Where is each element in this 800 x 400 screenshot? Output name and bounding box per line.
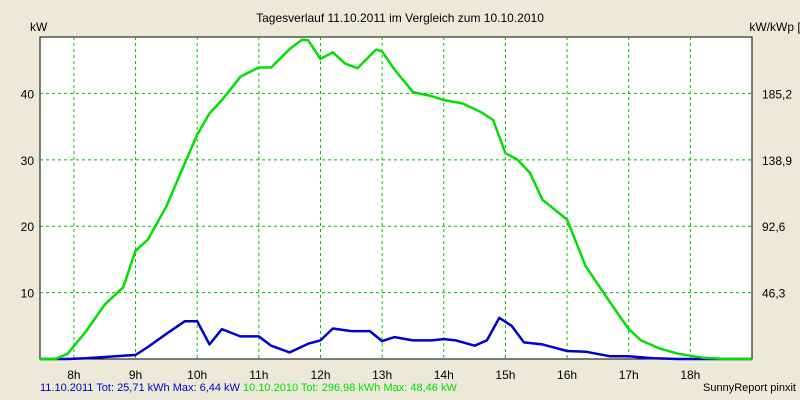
x-tick-label: 9h xyxy=(129,368,142,382)
x-tick-label: 8h xyxy=(67,368,80,382)
x-tick-label: 13h xyxy=(372,368,392,382)
credit: SunnyReport pinxit xyxy=(703,382,796,394)
x-tick-label: 12h xyxy=(310,368,330,382)
series-lines xyxy=(40,38,752,361)
x-tick-label: 10h xyxy=(187,368,207,382)
x-tick-label: 15h xyxy=(495,368,515,382)
legend-series-1: 11.10.2011 Tot: 25,71 kWh Max: 6,44 kW xyxy=(40,382,240,394)
series-line-1 xyxy=(40,316,752,361)
y-tick-label: 10 xyxy=(21,287,35,301)
x-tick-label: 17h xyxy=(619,368,639,382)
y-axis-label: kW xyxy=(30,20,48,34)
y-tick-label: 30 xyxy=(21,154,35,168)
legend: 11.10.2011 Tot: 25,71 kWh Max: 6,44 kW 1… xyxy=(40,382,457,394)
x-tick-label: 18h xyxy=(680,368,700,382)
x-tick-label: 11h xyxy=(249,368,268,382)
grid xyxy=(40,37,752,359)
y-tick-label: 40 xyxy=(21,87,35,101)
legend-series-2: 10.10.2010 Tot: 296,98 kWh Max: 48,46 kW xyxy=(243,382,457,394)
x-tick-label: 16h xyxy=(557,368,577,382)
y2-tick-label: 185,2 xyxy=(762,87,792,101)
y2-tick-label: 46,3 xyxy=(762,287,786,301)
y2-tick-label: 138,9 xyxy=(762,154,792,168)
x-tick-label: 14h xyxy=(434,368,454,382)
y-tick-label: 20 xyxy=(21,220,35,234)
plot-area xyxy=(39,36,753,360)
series-line-2 xyxy=(40,38,752,361)
chart-title: Tagesverlauf 11.10.2011 im Vergleich zum… xyxy=(256,11,544,25)
tick-labels: 8h 9h 10h 11h 12h 13h 14h 15h 16h 17h 18h 10 20 30 40 4… xyxy=(21,87,793,382)
y2-tick-label: 92,6 xyxy=(762,220,786,234)
y2-axis-label: kW/kWp [%] xyxy=(749,20,800,34)
